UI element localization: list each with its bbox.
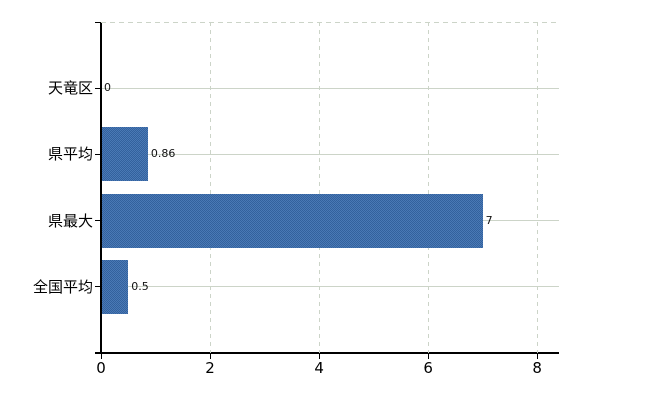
category-label: 天竜区 bbox=[47, 79, 93, 98]
x-axis-tick bbox=[427, 354, 429, 359]
x-axis-line bbox=[95, 352, 559, 354]
x-axis-tick bbox=[536, 354, 538, 359]
value-label: 0 bbox=[104, 81, 111, 95]
value-label: 0.5 bbox=[131, 279, 149, 293]
y-gridline bbox=[102, 286, 559, 288]
plot-top-border bbox=[101, 22, 559, 23]
bar bbox=[102, 127, 148, 182]
x-axis-tick bbox=[318, 354, 320, 359]
bar bbox=[102, 259, 129, 314]
x-tick-label: 4 bbox=[314, 359, 324, 377]
bar bbox=[102, 193, 483, 248]
y-axis-line bbox=[100, 22, 102, 354]
x-axis-tick bbox=[209, 354, 211, 359]
x-gridline bbox=[318, 22, 320, 353]
y-axis-tick bbox=[95, 87, 101, 89]
category-label: 県平均 bbox=[47, 145, 93, 164]
x-tick-label: 6 bbox=[423, 359, 433, 377]
value-label: 0.86 bbox=[150, 147, 176, 161]
y-axis-tick bbox=[95, 22, 101, 23]
x-tick-label: 8 bbox=[532, 359, 542, 377]
category-label: 全国平均 bbox=[32, 277, 93, 296]
y-gridline bbox=[102, 153, 559, 155]
y-axis-tick bbox=[95, 286, 101, 288]
x-tick-label: 0 bbox=[96, 359, 106, 377]
y-gridline bbox=[102, 87, 559, 89]
category-label: 県最大 bbox=[47, 211, 93, 230]
x-tick-label: 2 bbox=[205, 359, 215, 377]
x-gridline bbox=[427, 22, 429, 353]
y-axis-tick bbox=[95, 220, 101, 222]
y-axis-tick bbox=[95, 153, 101, 155]
x-gridline bbox=[536, 22, 538, 353]
x-axis-tick bbox=[100, 354, 102, 359]
x-gridline bbox=[209, 22, 211, 353]
value-label: 7 bbox=[485, 213, 493, 227]
